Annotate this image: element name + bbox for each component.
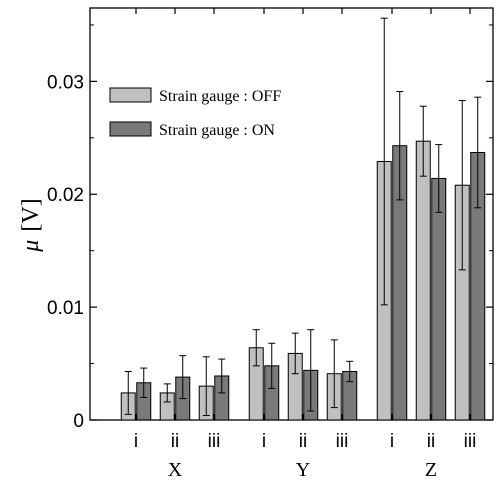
bar [415, 140, 431, 421]
y-tick-label: 0.03 [47, 72, 84, 93]
y-axis-unit: [V] [18, 198, 44, 231]
y-tick-label: 0.01 [47, 298, 84, 319]
x-category-label: iii [336, 431, 349, 452]
x-category-label: i [134, 431, 138, 452]
x-category-label: ii [427, 431, 435, 452]
bar [431, 177, 447, 421]
legend-swatch [109, 87, 152, 103]
y-axis-symbol: μ [18, 240, 44, 253]
x-category-label: i [390, 431, 394, 452]
legend-swatch [109, 121, 152, 137]
legend-label: Strain gauge : ON [159, 122, 275, 139]
x-group-label: Y [296, 459, 310, 481]
x-category-label: ii [299, 431, 307, 452]
y-tick-label: 0 [73, 411, 84, 432]
x-group-label: Z [425, 459, 437, 481]
x-category-label: i [262, 431, 266, 452]
x-category-label: iii [208, 431, 221, 452]
x-group-label: X [168, 459, 183, 481]
y-axis-label: μ [V] [18, 198, 44, 252]
x-category-label: iii [464, 431, 477, 452]
x-category-label: ii [171, 431, 179, 452]
legend-label: Strain gauge : OFF [159, 88, 281, 105]
y-tick-label: 0.02 [47, 185, 84, 206]
